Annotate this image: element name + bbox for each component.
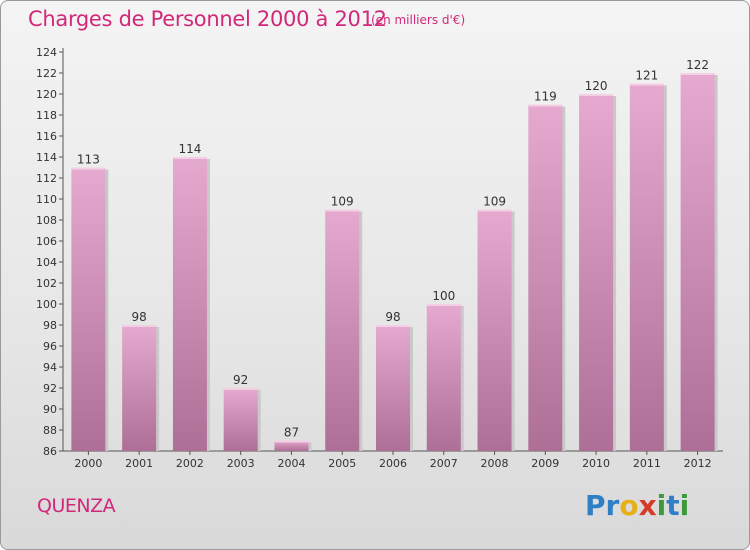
x-tick-label: 2011	[633, 457, 661, 470]
bar	[223, 388, 258, 451]
bar	[274, 440, 309, 451]
bar-value-label: 100	[432, 289, 455, 303]
bar-value-label: 122	[686, 58, 709, 72]
bar-highlight	[528, 104, 563, 107]
y-tick-label: 96	[43, 340, 57, 353]
bar	[477, 209, 512, 451]
bar-value-label: 113	[77, 153, 100, 167]
logo-letter: x	[638, 489, 657, 522]
bar-value-label: 114	[178, 142, 201, 156]
y-tick-label: 108	[36, 214, 57, 227]
bar-value-label: 109	[483, 195, 506, 209]
bar	[172, 157, 207, 451]
bar-highlight	[426, 304, 461, 306]
y-tick-label: 104	[36, 256, 57, 269]
bar	[629, 83, 664, 451]
bar-value-label: 92	[233, 373, 248, 387]
chart-title: Charges de Personnel 2000 à 2012	[28, 7, 387, 31]
y-tick-label: 86	[43, 445, 57, 458]
bar	[426, 304, 461, 451]
bar-value-label: 109	[331, 195, 354, 209]
commune-name: QUENZA	[37, 495, 116, 517]
x-tick-label: 2010	[582, 457, 610, 470]
bar-highlight	[629, 83, 664, 86]
y-tick-label: 88	[43, 424, 57, 437]
y-tick-label: 100	[36, 298, 57, 311]
logo-letter: o	[619, 489, 639, 522]
y-tick-label: 116	[36, 130, 57, 143]
bar-value-label: 87	[284, 426, 299, 440]
y-tick-label: 92	[43, 382, 57, 395]
bar-highlight	[325, 209, 360, 212]
y-tick-label: 102	[36, 277, 57, 290]
chart-unit: (en milliers d'€)	[371, 13, 466, 27]
bar-value-label: 121	[635, 69, 658, 83]
bar-highlight	[172, 157, 207, 159]
bar-highlight	[71, 167, 106, 170]
bar-highlight	[680, 73, 715, 75]
y-tick-label: 90	[43, 403, 57, 416]
y-tick-label: 122	[36, 67, 57, 80]
bar	[528, 104, 563, 451]
bar-highlight	[477, 209, 512, 212]
y-tick-label: 98	[43, 319, 57, 332]
x-tick-label: 2005	[328, 457, 356, 470]
y-tick-label: 94	[43, 361, 57, 374]
y-tick-label: 112	[36, 172, 57, 185]
proxiti-logo: Proxiti	[585, 489, 689, 522]
x-tick-label: 2007	[430, 457, 458, 470]
x-tick-label: 2008	[481, 457, 509, 470]
y-tick-label: 110	[36, 193, 57, 206]
bar	[376, 325, 410, 451]
bar	[579, 94, 614, 451]
x-tick-label: 2012	[684, 457, 712, 470]
bar-highlight	[274, 440, 309, 443]
y-tick-label: 106	[36, 235, 57, 248]
logo-letter: i	[656, 489, 667, 522]
bar	[71, 167, 106, 451]
bar-value-label: 120	[585, 79, 608, 93]
bar-highlight	[122, 325, 157, 327]
x-tick-label: 2002	[176, 457, 204, 470]
logo-letter: i	[679, 489, 690, 522]
bar	[680, 73, 715, 451]
logo-letter: r	[605, 489, 620, 522]
logo-letter: P	[585, 489, 606, 522]
bar-value-label: 119	[534, 90, 557, 104]
y-tick-label: 124	[36, 46, 57, 59]
y-tick-label: 118	[36, 109, 57, 122]
bar-highlight	[376, 325, 410, 327]
logo-letter: t	[666, 489, 680, 522]
bar-value-label: 98	[132, 310, 147, 324]
x-tick-label: 2001	[125, 457, 153, 470]
x-tick-label: 2009	[531, 457, 559, 470]
x-tick-label: 2003	[227, 457, 255, 470]
x-tick-label: 2006	[379, 457, 407, 470]
bar	[325, 209, 360, 451]
y-tick-label: 114	[36, 151, 57, 164]
y-tick-label: 120	[36, 88, 57, 101]
x-tick-label: 2004	[277, 457, 305, 470]
bar-highlight	[223, 388, 258, 390]
bar-highlight	[579, 94, 614, 96]
x-tick-label: 2000	[74, 457, 102, 470]
bar-value-label: 98	[385, 310, 400, 324]
bar	[122, 325, 157, 451]
